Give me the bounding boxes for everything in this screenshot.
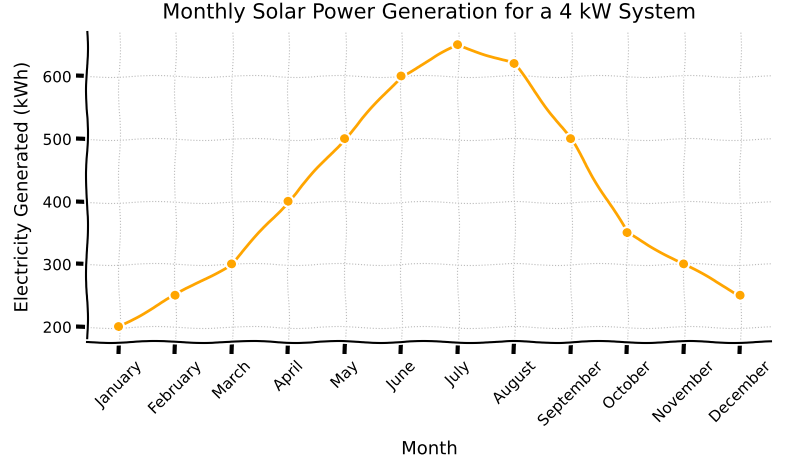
- Title: Monthly Solar Power Generation for a 4 kW System: Monthly Solar Power Generation for a 4 k…: [162, 3, 696, 23]
- X-axis label: Month: Month: [401, 440, 457, 458]
- Y-axis label: Electricity Generated (kWh): Electricity Generated (kWh): [14, 63, 31, 313]
